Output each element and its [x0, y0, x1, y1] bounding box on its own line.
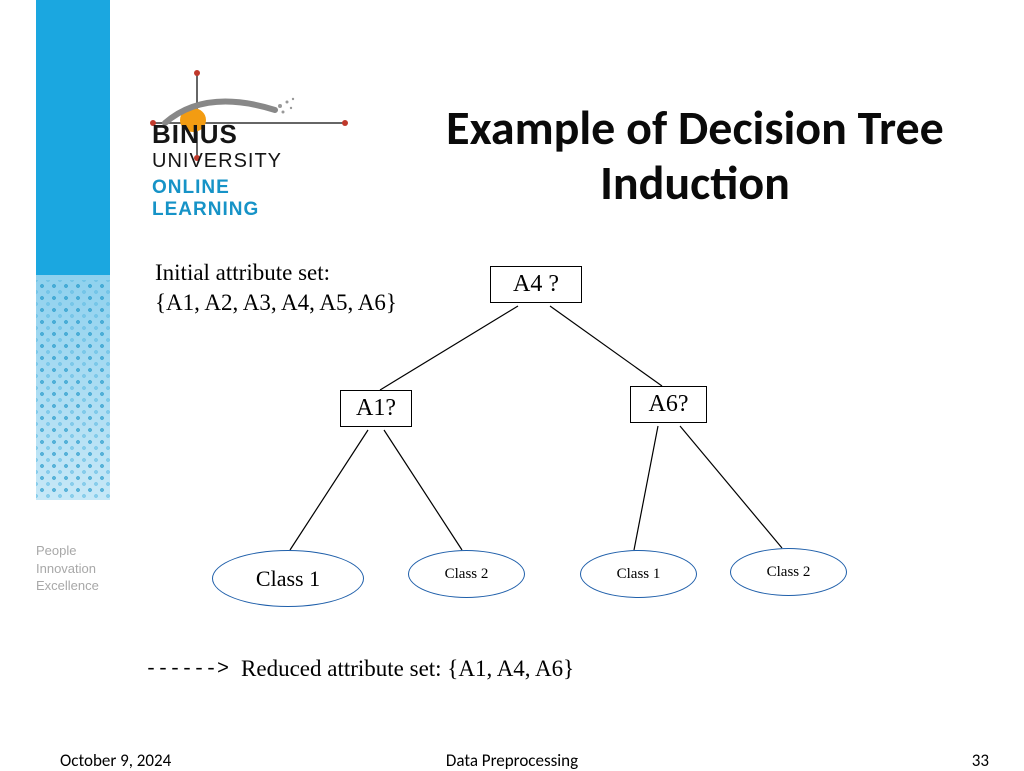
tree-edge [380, 306, 518, 390]
logo-line: ONLINE [152, 177, 282, 199]
sidebar-pattern [36, 280, 110, 500]
tagline-line: People [36, 542, 99, 560]
tagline-line: Innovation [36, 560, 99, 578]
tree-leaf: Class 2 [730, 548, 847, 596]
tagline: People Innovation Excellence [36, 542, 99, 595]
tree-leaf: Class 1 [580, 550, 697, 598]
slide-title: Example of Decision Tree Induction [400, 100, 990, 210]
reduced-text: Reduced attribute set: {A1, A4, A6} [241, 656, 574, 682]
tree-edge [634, 426, 658, 550]
tree-edge [384, 430, 462, 550]
dashed-arrow-icon: ------> [145, 658, 229, 681]
tree-leaf: Class 2 [408, 550, 525, 598]
decision-tree: A4 ? A1? A6? Class 1 Class 2 Class 1 Class 2 [150, 260, 910, 640]
logo-line: UNIVERSITY [152, 150, 282, 173]
tree-edge [550, 306, 662, 386]
reduced-attribute-set: ------> Reduced attribute set: {A1, A4, … [145, 656, 574, 682]
tree-node: A4 ? [490, 266, 582, 303]
binus-logo-text: BINUS UNIVERSITY ONLINE LEARNING [152, 120, 282, 221]
tree-edge [680, 426, 782, 548]
tree-leaf: Class 1 [212, 550, 364, 607]
tagline-line: Excellence [36, 577, 99, 595]
logo-line: BINUS [152, 120, 282, 150]
logo-line: LEARNING [152, 199, 282, 221]
tree-edge [290, 430, 368, 550]
tree-node: A6? [630, 386, 707, 423]
tree-node: A1? [340, 390, 412, 427]
